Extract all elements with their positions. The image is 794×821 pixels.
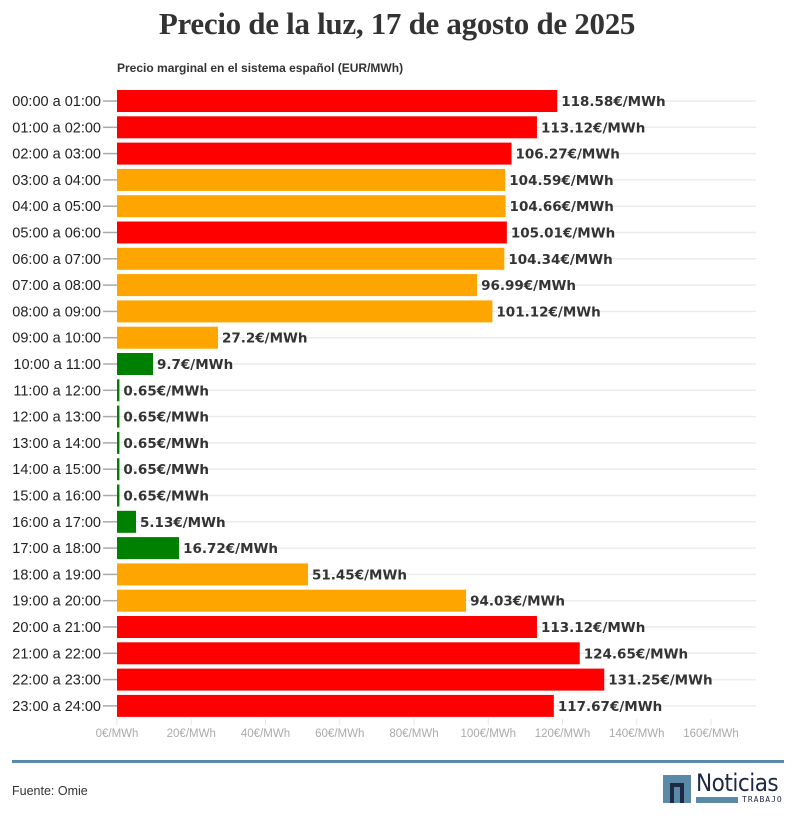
grid-layer [103, 100, 756, 707]
x-tick-label: 40€/MWh [241, 728, 290, 740]
bar-value-label: 106.27€/MWh [516, 147, 620, 163]
logo-n-icon [663, 775, 691, 803]
bar-value-label: 117.67€/MWh [558, 699, 662, 715]
bar-value-label: 0.65€/MWh [123, 462, 209, 478]
y-category-label: 21:00 a 22:00 [12, 646, 101, 662]
y-category-label: 07:00 a 08:00 [12, 278, 101, 294]
y-category-label: 22:00 a 23:00 [12, 673, 101, 689]
y-category-label: 19:00 a 20:00 [12, 594, 101, 610]
x-axis: 0€/MWh 20€/MWh 40€/MWh 60€/MWh 80€/MWh 100€/M… [12, 94, 739, 740]
bar-value-label: 5.13€/MWh [140, 515, 226, 531]
y-category-label: 13:00 a 14:00 [12, 436, 101, 452]
bar [117, 116, 537, 139]
logo-wordmark: Noticias [696, 769, 779, 797]
y-category-label: 23:00 a 24:00 [12, 699, 101, 715]
bar [117, 694, 554, 717]
x-tick-label: 80€/MWh [389, 728, 438, 740]
noticias-trabajo-logo: Noticias TRABAJO [663, 769, 785, 805]
logo-subtitle: TRABAJO [742, 795, 783, 804]
bar [117, 537, 180, 560]
bar [117, 563, 309, 586]
y-category-label: 04:00 a 05:00 [12, 199, 101, 215]
y-category-label: 06:00 a 07:00 [12, 252, 101, 268]
bar-value-label: 105.01€/MWh [511, 226, 615, 242]
x-tick-label: 100€/MWh [460, 728, 516, 740]
bar [117, 300, 493, 323]
bar-value-label: 101.12€/MWh [496, 304, 600, 320]
bar-value-label: 131.25€/MWh [608, 673, 712, 689]
bar-value-label: 0.65€/MWh [123, 383, 209, 399]
bar [117, 247, 505, 270]
bar-value-label: 0.65€/MWh [123, 410, 209, 426]
bar [117, 405, 120, 428]
bar-value-label: 118.58€/MWh [561, 94, 665, 110]
y-category-label: 08:00 a 09:00 [12, 304, 101, 320]
y-category-label: 05:00 a 06:00 [12, 226, 101, 242]
x-tick-label: 160€/MWh [683, 728, 739, 740]
bar-value-label: 51.45€/MWh [312, 567, 407, 583]
bar [117, 642, 580, 665]
y-category-label: 03:00 a 04:00 [12, 173, 101, 189]
y-category-label: 11:00 a 12:00 [13, 383, 101, 399]
bar-value-label: 113.12€/MWh [541, 620, 645, 636]
bar-value-label: 96.99€/MWh [481, 278, 576, 294]
chart-subtitle: Precio marginal en el sistema español (E… [117, 61, 404, 75]
x-tick-label: 120€/MWh [535, 728, 591, 740]
x-tick-label: 60€/MWh [315, 728, 364, 740]
y-category-label: 14:00 a 15:00 [12, 462, 101, 478]
y-category-label: 09:00 a 10:00 [12, 331, 101, 347]
bar-chart: 118.58€/MWh 113.12€/MWh 106.27€/MWh 104.59€… [12, 90, 756, 740]
bar [117, 484, 120, 507]
y-category-label: 15:00 a 16:00 [12, 489, 101, 505]
footer-divider [12, 760, 784, 763]
x-tick-label: 20€/MWh [167, 728, 216, 740]
bar-value-label: 0.65€/MWh [123, 436, 209, 452]
bar-layer: 118.58€/MWh 113.12€/MWh 106.27€/MWh 104.59€… [117, 90, 713, 717]
bar [117, 274, 478, 297]
y-category-label: 16:00 a 17:00 [12, 515, 101, 531]
y-category-label: 02:00 a 03:00 [12, 147, 101, 163]
bar [117, 616, 537, 638]
chart-title: Precio de la luz, 17 de agosto de 2025 [158, 6, 636, 41]
y-category-label: 17:00 a 18:00 [12, 541, 101, 557]
bar [117, 195, 506, 218]
bar [117, 510, 137, 533]
y-category-label: 12:00 a 13:00 [12, 410, 101, 426]
logo-underline [696, 797, 738, 803]
bar-value-label: 104.34€/MWh [508, 252, 612, 268]
bar [117, 668, 605, 691]
bar-value-label: 94.03€/MWh [470, 594, 565, 610]
bar [117, 353, 154, 375]
bar-value-label: 113.12€/MWh [541, 120, 645, 136]
bar-value-label: 104.66€/MWh [510, 199, 614, 215]
bar [117, 326, 218, 349]
bar-value-label: 9.7€/MWh [157, 357, 233, 373]
bar [117, 142, 512, 165]
bar-value-label: 27.2€/MWh [222, 331, 308, 347]
bar [117, 458, 120, 481]
bar-value-label: 124.65€/MWh [584, 646, 688, 662]
y-category-label: 20:00 a 21:00 [12, 620, 101, 636]
y-category-label: 01:00 a 02:00 [12, 120, 101, 136]
y-category-label: 00:00 a 01:00 [12, 94, 101, 110]
bar [117, 168, 506, 191]
bar [117, 90, 558, 112]
y-category-label: 10:00 a 11:00 [13, 357, 101, 373]
bar-value-label: 0.65€/MWh [123, 489, 209, 505]
bar-value-label: 16.72€/MWh [183, 541, 278, 557]
x-tick-label: 140€/MWh [609, 728, 665, 740]
y-category-label: 18:00 a 19:00 [12, 567, 101, 583]
bar [117, 431, 120, 454]
x-tick-label: 0€/MWh [96, 728, 139, 740]
bar [117, 221, 507, 244]
bar [117, 379, 120, 402]
bar [117, 589, 467, 612]
source-note: Fuente: Omie [12, 784, 88, 798]
bar-value-label: 104.59€/MWh [509, 173, 613, 189]
